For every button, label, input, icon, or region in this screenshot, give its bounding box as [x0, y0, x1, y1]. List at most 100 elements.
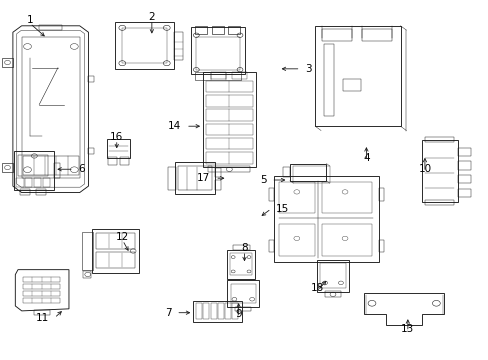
Bar: [173, 32, 182, 59]
Bar: [23, 277, 60, 282]
Bar: [320, 264, 345, 288]
Bar: [289, 163, 326, 181]
Bar: [195, 72, 241, 80]
Bar: [2, 163, 13, 172]
Bar: [196, 37, 240, 70]
Bar: [232, 245, 249, 250]
Bar: [168, 167, 176, 189]
Bar: [457, 148, 470, 156]
Bar: [196, 303, 202, 319]
Bar: [34, 310, 50, 315]
Bar: [273, 176, 378, 262]
Text: 14: 14: [167, 121, 181, 131]
Text: 17: 17: [197, 173, 210, 183]
Text: 7: 7: [164, 308, 171, 318]
Bar: [16, 179, 23, 187]
Bar: [108, 157, 117, 165]
Bar: [2, 58, 13, 67]
Text: 16: 16: [110, 132, 123, 142]
Text: 15: 15: [276, 204, 289, 214]
Bar: [210, 72, 225, 79]
Bar: [293, 166, 329, 183]
Bar: [206, 152, 252, 164]
Bar: [23, 298, 60, 303]
Bar: [279, 183, 314, 213]
Bar: [195, 26, 207, 33]
Bar: [457, 162, 470, 170]
Text: 11: 11: [36, 313, 49, 323]
Bar: [457, 175, 470, 183]
Bar: [122, 28, 166, 63]
Bar: [208, 166, 250, 172]
Bar: [227, 26, 240, 33]
Bar: [34, 179, 41, 187]
Bar: [231, 72, 246, 79]
Bar: [422, 140, 457, 202]
Bar: [39, 25, 62, 30]
Text: 2: 2: [148, 12, 155, 22]
Bar: [215, 180, 221, 189]
Bar: [203, 72, 255, 167]
Text: 6: 6: [79, 164, 85, 174]
Text: 3: 3: [305, 64, 311, 74]
Bar: [203, 303, 209, 319]
Bar: [230, 284, 255, 303]
Bar: [23, 291, 60, 296]
Bar: [96, 252, 135, 268]
Text: 8: 8: [241, 243, 247, 253]
Bar: [226, 250, 255, 279]
Bar: [175, 162, 215, 194]
Bar: [378, 189, 383, 201]
Bar: [206, 138, 252, 149]
Bar: [206, 109, 252, 121]
Bar: [315, 26, 400, 126]
Bar: [227, 280, 259, 307]
Bar: [224, 303, 230, 319]
Bar: [96, 233, 135, 249]
Bar: [21, 37, 80, 178]
Bar: [279, 224, 314, 256]
Bar: [231, 303, 238, 319]
Bar: [190, 27, 245, 74]
Bar: [378, 240, 383, 252]
Bar: [107, 139, 130, 158]
Text: 5: 5: [259, 175, 266, 185]
Text: 4: 4: [363, 153, 369, 163]
Bar: [20, 189, 30, 195]
Bar: [229, 253, 252, 275]
Bar: [362, 29, 391, 41]
Bar: [342, 79, 361, 91]
Text: 9: 9: [235, 310, 242, 319]
Bar: [25, 179, 32, 187]
Bar: [18, 155, 47, 176]
Bar: [322, 29, 351, 41]
Bar: [235, 307, 251, 311]
Bar: [211, 26, 223, 33]
Bar: [268, 189, 273, 201]
Bar: [424, 200, 453, 205]
Bar: [178, 166, 212, 190]
Bar: [210, 303, 216, 319]
Bar: [206, 81, 252, 93]
Bar: [42, 179, 50, 187]
Bar: [206, 124, 252, 135]
Bar: [193, 301, 242, 321]
Bar: [88, 148, 94, 154]
Bar: [36, 189, 46, 195]
Text: 10: 10: [418, 164, 430, 174]
Bar: [115, 22, 173, 69]
Bar: [88, 76, 94, 82]
Bar: [323, 44, 333, 116]
Bar: [321, 224, 371, 256]
Bar: [268, 240, 273, 252]
Bar: [83, 271, 91, 278]
Bar: [457, 189, 470, 197]
Bar: [424, 137, 453, 143]
Bar: [217, 303, 224, 319]
Bar: [14, 151, 54, 190]
Bar: [325, 291, 340, 297]
Text: 18: 18: [310, 283, 324, 293]
Bar: [23, 156, 79, 175]
Bar: [215, 167, 221, 177]
Bar: [54, 163, 60, 179]
